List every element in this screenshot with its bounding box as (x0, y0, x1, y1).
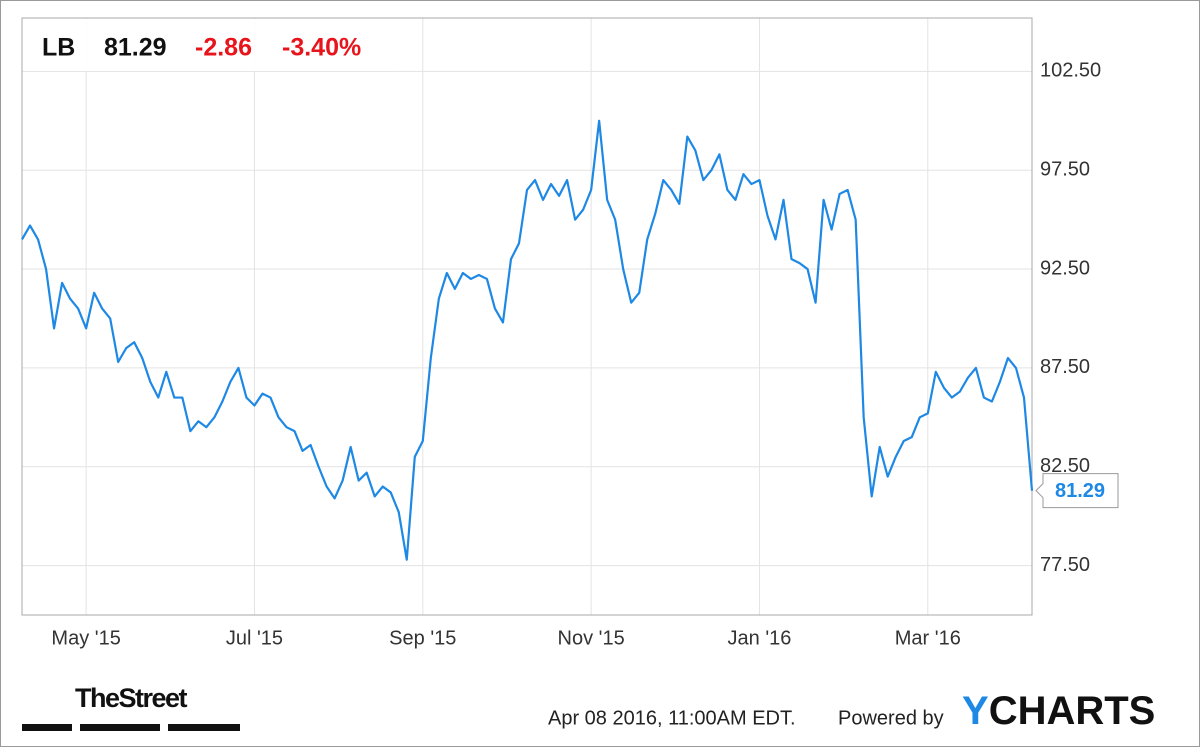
grid (22, 18, 1032, 615)
y-tick-label: 102.50 (1040, 60, 1101, 82)
header-box (23, 19, 395, 71)
y-tick-label: 97.50 (1040, 158, 1090, 180)
brand-rest: CHARTS (989, 689, 1156, 733)
logo-bar (80, 724, 160, 731)
last-value-box (1035, 473, 1119, 509)
y-tick-label: 82.50 (1040, 455, 1090, 477)
marks (21, 119, 1034, 561)
x-tick-label: May '15 (51, 627, 120, 649)
logo: TheStreet (75, 683, 188, 713)
logo-bar (168, 724, 240, 731)
last-value-label: 81.29 (1055, 480, 1105, 502)
credit: Powered by (838, 707, 944, 729)
y-tick-label: 92.50 (1040, 257, 1090, 279)
symbol: LB (42, 34, 75, 62)
price-line (21, 119, 1034, 561)
y-tick-label: 87.50 (1040, 356, 1090, 378)
x-tick-label: Nov '15 (558, 627, 625, 649)
logo-bar (22, 724, 72, 731)
x-tick-label: Jul '15 (226, 627, 283, 649)
x-tick-label: Jan '16 (728, 627, 792, 649)
change-pct: -3.40% (282, 34, 361, 62)
plot-border (21, 17, 1033, 616)
brand: YCHARTS (962, 689, 1155, 733)
brand-y: Y (962, 689, 989, 733)
timestamp: Apr 08 2016, 11:00AM EDT. (548, 707, 796, 729)
y-tick-label: 77.50 (1040, 554, 1090, 576)
x-tick-label: Mar '16 (895, 627, 961, 649)
change: -2.86 (195, 34, 252, 62)
x-tick-label: Sep '15 (389, 627, 456, 649)
price: 81.29 (104, 34, 167, 62)
